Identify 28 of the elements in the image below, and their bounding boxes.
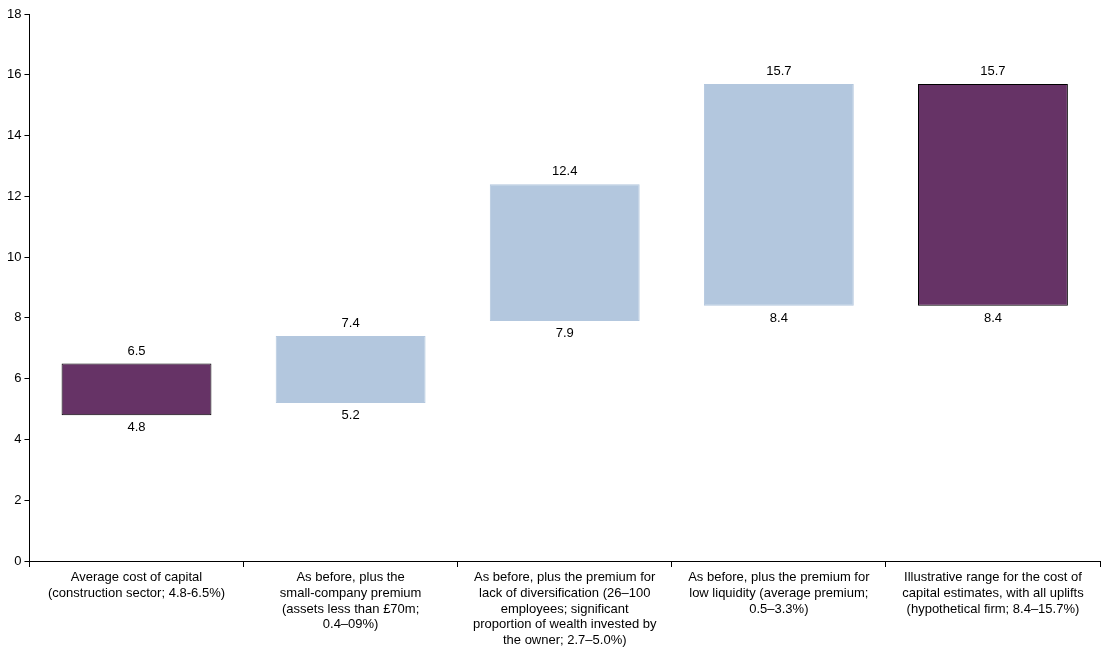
y-tick-label: 0 (14, 552, 22, 568)
annotation: 8.4 (983, 309, 1002, 325)
bar (489, 184, 640, 321)
x-tick-label: As before, plus the premium for lack of diversification (26–100 employees; significant proportion of wealth invested by the owner; 2.7–5.0%) (472, 569, 657, 647)
x-tick-label: Average cost of capital (construction sector; 4.8-6.5%) (48, 569, 226, 600)
y-tick-label: 14 (6, 127, 22, 143)
bar (703, 83, 854, 306)
annotation: 5.2 (341, 407, 360, 423)
annotation: 8.4 (769, 309, 788, 325)
x-tick-label: As before, plus the premium for low liquidity (average premium; 0.5–3.3%) (688, 569, 871, 616)
y-tick-label: 16 (6, 66, 22, 82)
x-tick-label: Illustrative range for the cost of capital estimates, with all uplifts (hypothetical firm; 8.4–15.7%) (902, 569, 1085, 616)
annotation: 7.9 (555, 325, 574, 341)
annotation: 15.7 (766, 62, 792, 78)
bar (275, 336, 426, 403)
annotation: 15.7 (980, 62, 1006, 78)
y-tick-label: 12 (6, 187, 22, 203)
y-tick-label: 6 (14, 370, 22, 386)
annotation: 12.4 (552, 163, 578, 179)
annotation: 6.5 (127, 342, 146, 358)
x-tick-label: As before, plus the small-company premium (assets less than £70m; 0.4–09%) (279, 569, 422, 632)
y-tick-label: 10 (6, 248, 22, 264)
y-tick-label: 8 (14, 309, 22, 325)
y-tick-label: 2 (14, 491, 22, 507)
annotation: 4.8 (127, 419, 146, 435)
annotation: 7.4 (341, 315, 360, 331)
y-tick-label: 18 (6, 5, 22, 21)
y-tick-label: 4 (14, 431, 22, 447)
